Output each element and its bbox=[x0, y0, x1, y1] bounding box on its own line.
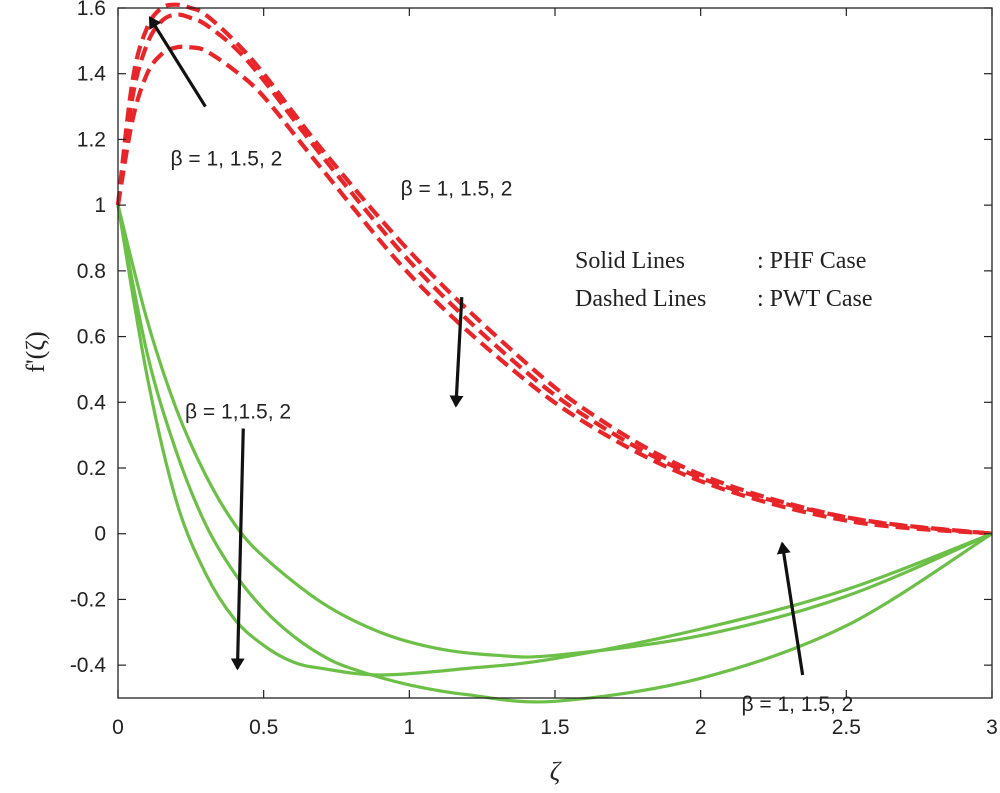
y-tick-label: 1 bbox=[94, 194, 106, 217]
solid-series-line-6 bbox=[116, 204, 993, 677]
y-tick-label: 0.2 bbox=[77, 457, 106, 480]
y-tick-label: 0.6 bbox=[77, 326, 106, 349]
y-tick-label: 0.8 bbox=[77, 260, 106, 283]
annotation-arrow-4 bbox=[776, 541, 805, 676]
legend-value-solid: : PHF Case bbox=[757, 248, 866, 274]
x-tick-label: 2 bbox=[695, 716, 707, 739]
x-axis-label: ζ bbox=[550, 757, 562, 786]
beta-annotation-2: β = 1, 1.5, 2 bbox=[401, 177, 513, 200]
annotation-arrow-1 bbox=[148, 16, 207, 108]
x-tick-label: 0.5 bbox=[249, 716, 278, 739]
arrows-layer bbox=[148, 16, 805, 676]
beta-annotation-3: β = 1,1.5, 2 bbox=[185, 401, 291, 424]
dashed-series-line-2 bbox=[115, 12, 993, 536]
x-tick-label: 1 bbox=[403, 716, 415, 739]
legend-key-solid: Solid Lines bbox=[575, 248, 685, 274]
y-tick-label: 1.6 bbox=[77, 0, 106, 20]
x-tick-label: 2.5 bbox=[832, 716, 861, 739]
solid-series-line-4 bbox=[116, 204, 993, 704]
dashed-series-line-1 bbox=[115, 2, 993, 536]
y-tick-label: -0.2 bbox=[70, 588, 106, 611]
solid-series-line-5 bbox=[116, 204, 993, 659]
y-tick-label: 1.4 bbox=[77, 63, 107, 86]
y-tick-label: 0.4 bbox=[77, 391, 107, 414]
series-layer bbox=[115, 2, 993, 704]
y-tick-label: -0.4 bbox=[70, 654, 107, 677]
beta-annotation-1: β = 1, 1.5, 2 bbox=[170, 148, 282, 171]
legend: Solid Lines : PHF Case Dashed Lines : PW… bbox=[575, 248, 873, 312]
legend-key-dashed: Dashed Lines bbox=[575, 286, 706, 312]
legend-value-dashed: : PWT Case bbox=[757, 286, 873, 312]
dashed-series-line-3 bbox=[115, 44, 993, 536]
ticks-layer: 0 0.5 1 1.5 2 2.5 3 -0.4 -0.2 0 0.2 0.4 0.6 0.8 1 1.2 1.… bbox=[70, 0, 998, 739]
y-tick-label: 1.2 bbox=[77, 128, 106, 151]
x-tick-label: 3 bbox=[986, 716, 998, 739]
x-tick-label: 1.5 bbox=[540, 716, 569, 739]
annotations-layer: β = 1, 1.5, 2 β = 1, 1.5, 2 β = 1,1.5, 2 β … bbox=[170, 148, 853, 716]
y-tick-label: 0 bbox=[94, 523, 106, 546]
annotation-arrow-3 bbox=[230, 428, 245, 671]
beta-annotation-4: β = 1, 1.5, 2 bbox=[741, 693, 853, 716]
x-tick-label: 0 bbox=[112, 716, 124, 739]
annotation-arrow-2 bbox=[449, 297, 464, 408]
y-axis-label: f'(ζ) bbox=[21, 331, 50, 372]
